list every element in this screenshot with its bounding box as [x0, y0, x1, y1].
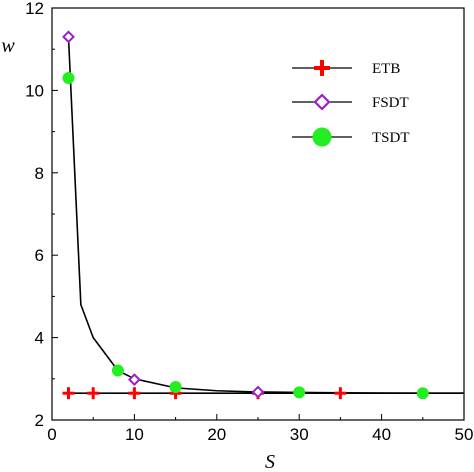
y-tick-label: 6 — [35, 246, 44, 265]
marker-tsdt — [62, 72, 75, 85]
x-tick-label: 40 — [372, 425, 391, 444]
y-tick-label: 2 — [35, 411, 44, 430]
legend-item-etb: ETB — [292, 60, 400, 77]
x-tick-label: 10 — [125, 425, 144, 444]
x-tick-label: 30 — [290, 425, 309, 444]
marker-fsdt — [62, 30, 75, 44]
legend-marker — [312, 127, 332, 147]
marker-tsdt — [293, 386, 306, 399]
axes — [51, 7, 465, 421]
y-tick-label: 8 — [35, 164, 44, 183]
plot-frame — [51, 7, 465, 421]
marker-etb — [87, 387, 100, 400]
y-tick-label: 12 — [25, 0, 44, 18]
x-tick-label: 0 — [47, 425, 56, 444]
legend-item-tsdt: TSDT — [292, 127, 410, 147]
series-markers — [62, 30, 429, 400]
y-axis-label: w — [1, 35, 15, 57]
legend-label: FSDT — [372, 95, 409, 111]
marker-etb — [334, 387, 347, 400]
marker-etb — [62, 387, 75, 400]
x-tick-label: 20 — [207, 425, 226, 444]
marker-tsdt — [169, 381, 182, 394]
legend: ETB FSDT TSDT — [292, 60, 410, 147]
y-tick-label: 4 — [35, 329, 44, 348]
marker-etb — [128, 387, 141, 400]
series-line-curve — [67, 36, 464, 395]
legend-label: TSDT — [372, 130, 410, 146]
marker-tsdt — [111, 364, 124, 377]
marker-fsdt — [127, 373, 141, 387]
legend-item-fsdt: FSDT — [292, 93, 409, 111]
marker-tsdt — [416, 387, 429, 400]
legend-marker — [313, 93, 331, 111]
ticks — [51, 7, 465, 421]
x-tick-label: 50 — [455, 425, 474, 444]
tick-labels: 0 10 20 30 40 50 2 4 6 8 10 12 — [25, 0, 473, 444]
legend-label: ETB — [372, 61, 400, 77]
y-tick-label: 10 — [25, 81, 44, 100]
x-axis-label: S — [265, 451, 275, 472]
marker-fsdt — [251, 385, 265, 399]
series-lines — [67, 36, 464, 395]
